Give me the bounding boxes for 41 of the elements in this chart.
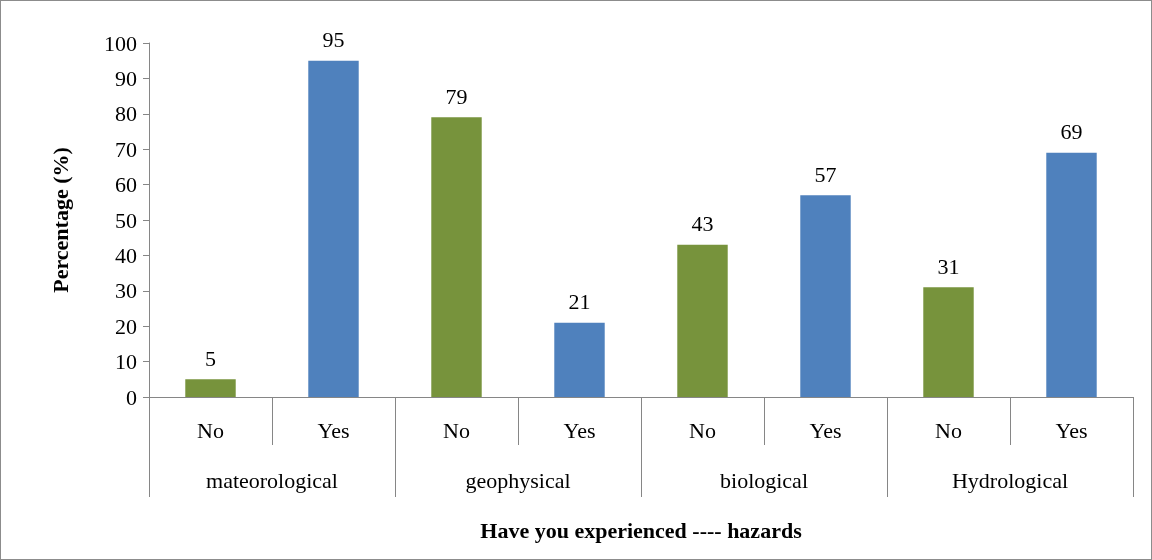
text: mateorological: [206, 467, 338, 493]
x-tick-label: Yes: [1055, 417, 1088, 443]
text: biological: [720, 467, 808, 493]
y-axis-title: Percentage (%): [47, 147, 73, 293]
data-label: 21: [568, 289, 591, 315]
data-label: 69: [1060, 119, 1083, 145]
y-tick-label: 80: [115, 101, 137, 127]
y-tick-label: 50: [115, 207, 137, 233]
bar: [554, 322, 605, 397]
x-tick-label: No: [197, 417, 224, 443]
bar: [1046, 152, 1097, 397]
x-tick-label: Yes: [317, 417, 350, 443]
x-tick-label: Yes: [809, 417, 842, 443]
bar: [185, 379, 236, 397]
x-tick-label: No: [689, 417, 716, 443]
bar: [308, 60, 359, 397]
bar: [431, 117, 482, 397]
x-tick-label: Yes: [563, 417, 596, 443]
x-tick-label: No: [443, 417, 470, 443]
text: Hydrological: [951, 467, 1069, 493]
y-tick-label: 70: [115, 136, 137, 162]
data-label: 31: [937, 253, 960, 279]
y-tick-label: 10: [115, 349, 137, 375]
y-tick-label: 20: [115, 313, 137, 339]
y-tick-label: 90: [115, 65, 137, 91]
bar: [800, 195, 851, 397]
bar: [923, 287, 974, 397]
data-label: 79: [445, 83, 468, 109]
x-axis-title: Have you experienced ---- hazards: [480, 517, 803, 543]
y-tick-label: 30: [115, 278, 137, 304]
data-label: 95: [322, 27, 345, 53]
text: geophysical: [465, 467, 571, 493]
data-label: 5: [205, 345, 216, 371]
y-tick-label: 0: [126, 384, 137, 410]
x-tick-label: No: [935, 417, 962, 443]
data-label: 43: [691, 211, 714, 237]
data-label: 57: [814, 161, 837, 187]
y-tick-label: 40: [115, 242, 137, 268]
y-tick-label: 60: [115, 172, 137, 198]
bar: [677, 244, 728, 397]
y-tick-label: 100: [104, 30, 137, 56]
